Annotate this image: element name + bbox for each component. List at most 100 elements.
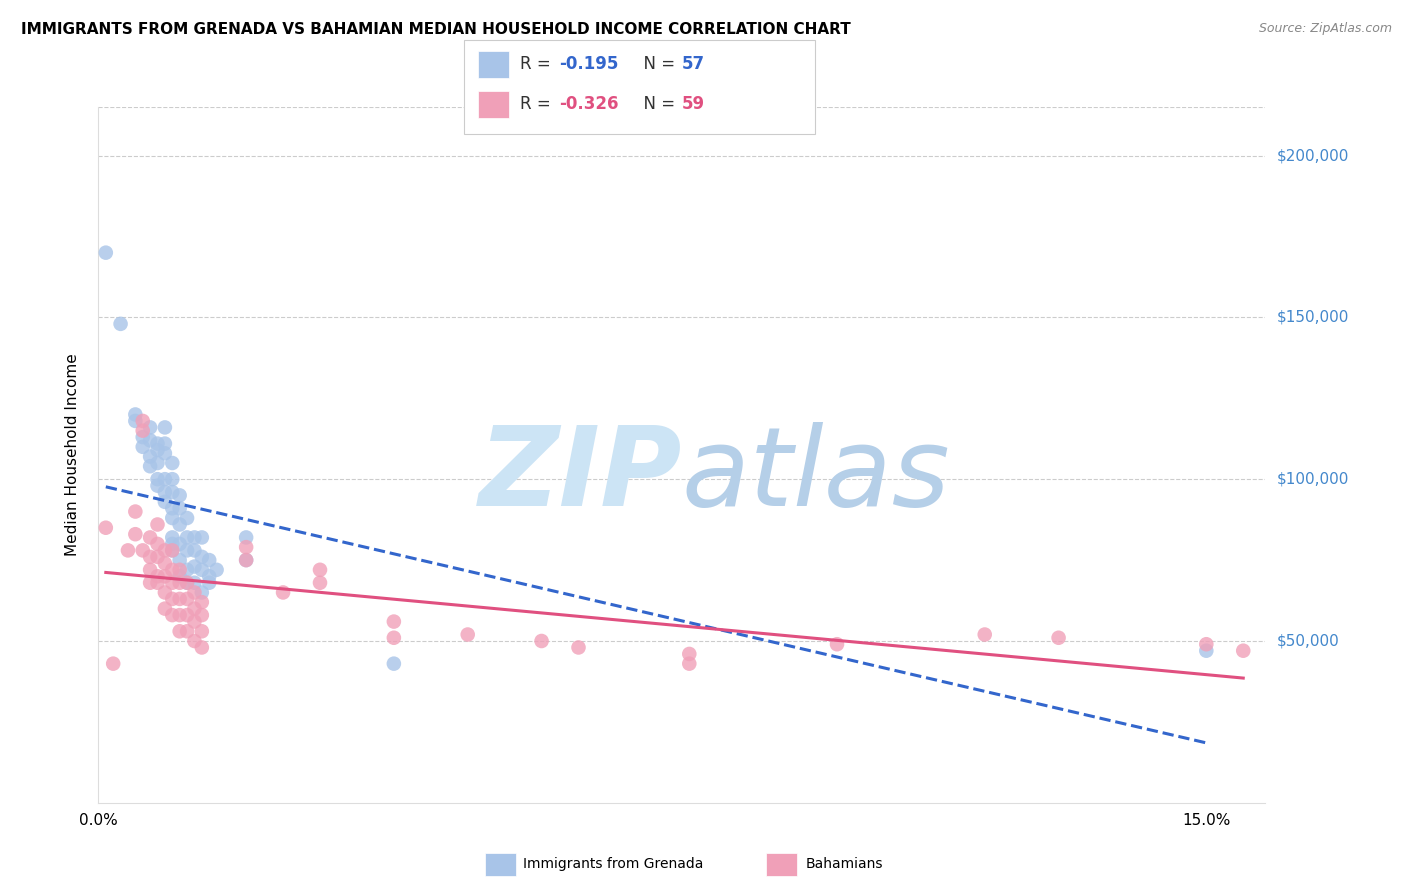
Point: [176, 543, 198, 558]
Point: [124, 408, 146, 422]
Text: -0.195: -0.195: [560, 55, 619, 73]
Point: [176, 563, 198, 577]
Point: [110, 317, 132, 331]
Point: [176, 608, 198, 623]
Point: [139, 459, 162, 474]
Point: [825, 637, 848, 651]
Point: [198, 553, 221, 567]
Point: [183, 601, 205, 615]
Point: [198, 575, 221, 590]
Point: [139, 450, 162, 464]
Point: [183, 559, 205, 574]
Point: [94, 521, 117, 535]
Point: [94, 245, 117, 260]
Point: [183, 615, 205, 629]
Point: [176, 531, 198, 545]
Point: [235, 531, 257, 545]
Point: [191, 563, 214, 577]
Text: Bahamians: Bahamians: [806, 857, 883, 871]
Point: [162, 608, 184, 623]
Point: [146, 575, 169, 590]
Point: [146, 472, 169, 486]
Point: [153, 485, 176, 500]
Point: [162, 563, 184, 577]
Point: [567, 640, 589, 655]
Point: [153, 585, 176, 599]
Point: [153, 436, 176, 450]
Point: [176, 624, 198, 639]
Point: [191, 608, 214, 623]
Point: [162, 591, 184, 606]
Point: [309, 563, 332, 577]
Point: [191, 624, 214, 639]
Point: [146, 537, 169, 551]
Point: [132, 430, 155, 444]
Text: Source: ZipAtlas.com: Source: ZipAtlas.com: [1258, 22, 1392, 36]
Point: [132, 543, 155, 558]
Text: $150,000: $150,000: [1277, 310, 1348, 325]
Point: [169, 569, 191, 583]
Text: IMMIGRANTS FROM GRENADA VS BAHAMIAN MEDIAN HOUSEHOLD INCOME CORRELATION CHART: IMMIGRANTS FROM GRENADA VS BAHAMIAN MEDI…: [21, 22, 851, 37]
Point: [198, 569, 221, 583]
Point: [271, 585, 294, 599]
Point: [139, 434, 162, 448]
Point: [169, 553, 191, 567]
Text: Immigrants from Grenada: Immigrants from Grenada: [523, 857, 703, 871]
Point: [183, 543, 205, 558]
Point: [153, 543, 176, 558]
Y-axis label: Median Household Income: Median Household Income: [65, 353, 80, 557]
Point: [176, 511, 198, 525]
Point: [162, 543, 184, 558]
Point: [530, 634, 553, 648]
Point: [1047, 631, 1070, 645]
Point: [235, 553, 257, 567]
Point: [382, 615, 405, 629]
Point: [146, 549, 169, 564]
Point: [117, 543, 139, 558]
Point: [169, 488, 191, 502]
Text: $50,000: $50,000: [1277, 633, 1340, 648]
Point: [146, 517, 169, 532]
Point: [139, 563, 162, 577]
Point: [153, 472, 176, 486]
Text: R =: R =: [520, 55, 557, 73]
Point: [124, 527, 146, 541]
Point: [146, 478, 169, 492]
Point: [169, 591, 191, 606]
Point: [169, 575, 191, 590]
Text: R =: R =: [520, 95, 557, 113]
Point: [139, 549, 162, 564]
Text: -0.326: -0.326: [560, 95, 619, 113]
Point: [124, 504, 146, 518]
Point: [132, 440, 155, 454]
Point: [132, 414, 155, 428]
Text: $100,000: $100,000: [1277, 472, 1348, 487]
Point: [457, 627, 479, 641]
Point: [162, 537, 184, 551]
Point: [973, 627, 995, 641]
Point: [162, 501, 184, 516]
Point: [235, 540, 257, 554]
Point: [162, 543, 184, 558]
Text: N =: N =: [633, 55, 681, 73]
Point: [139, 531, 162, 545]
Point: [169, 563, 191, 577]
Text: 59: 59: [682, 95, 704, 113]
Point: [191, 595, 214, 609]
Point: [169, 537, 191, 551]
Point: [382, 631, 405, 645]
Point: [183, 634, 205, 648]
Point: [309, 575, 332, 590]
Text: atlas: atlas: [682, 422, 950, 529]
Point: [183, 575, 205, 590]
Point: [162, 472, 184, 486]
Point: [162, 485, 184, 500]
Point: [153, 569, 176, 583]
Point: [132, 424, 155, 438]
Point: [124, 414, 146, 428]
Point: [162, 456, 184, 470]
Point: [1195, 637, 1218, 651]
Point: [146, 456, 169, 470]
Point: [162, 575, 184, 590]
Point: [176, 575, 198, 590]
